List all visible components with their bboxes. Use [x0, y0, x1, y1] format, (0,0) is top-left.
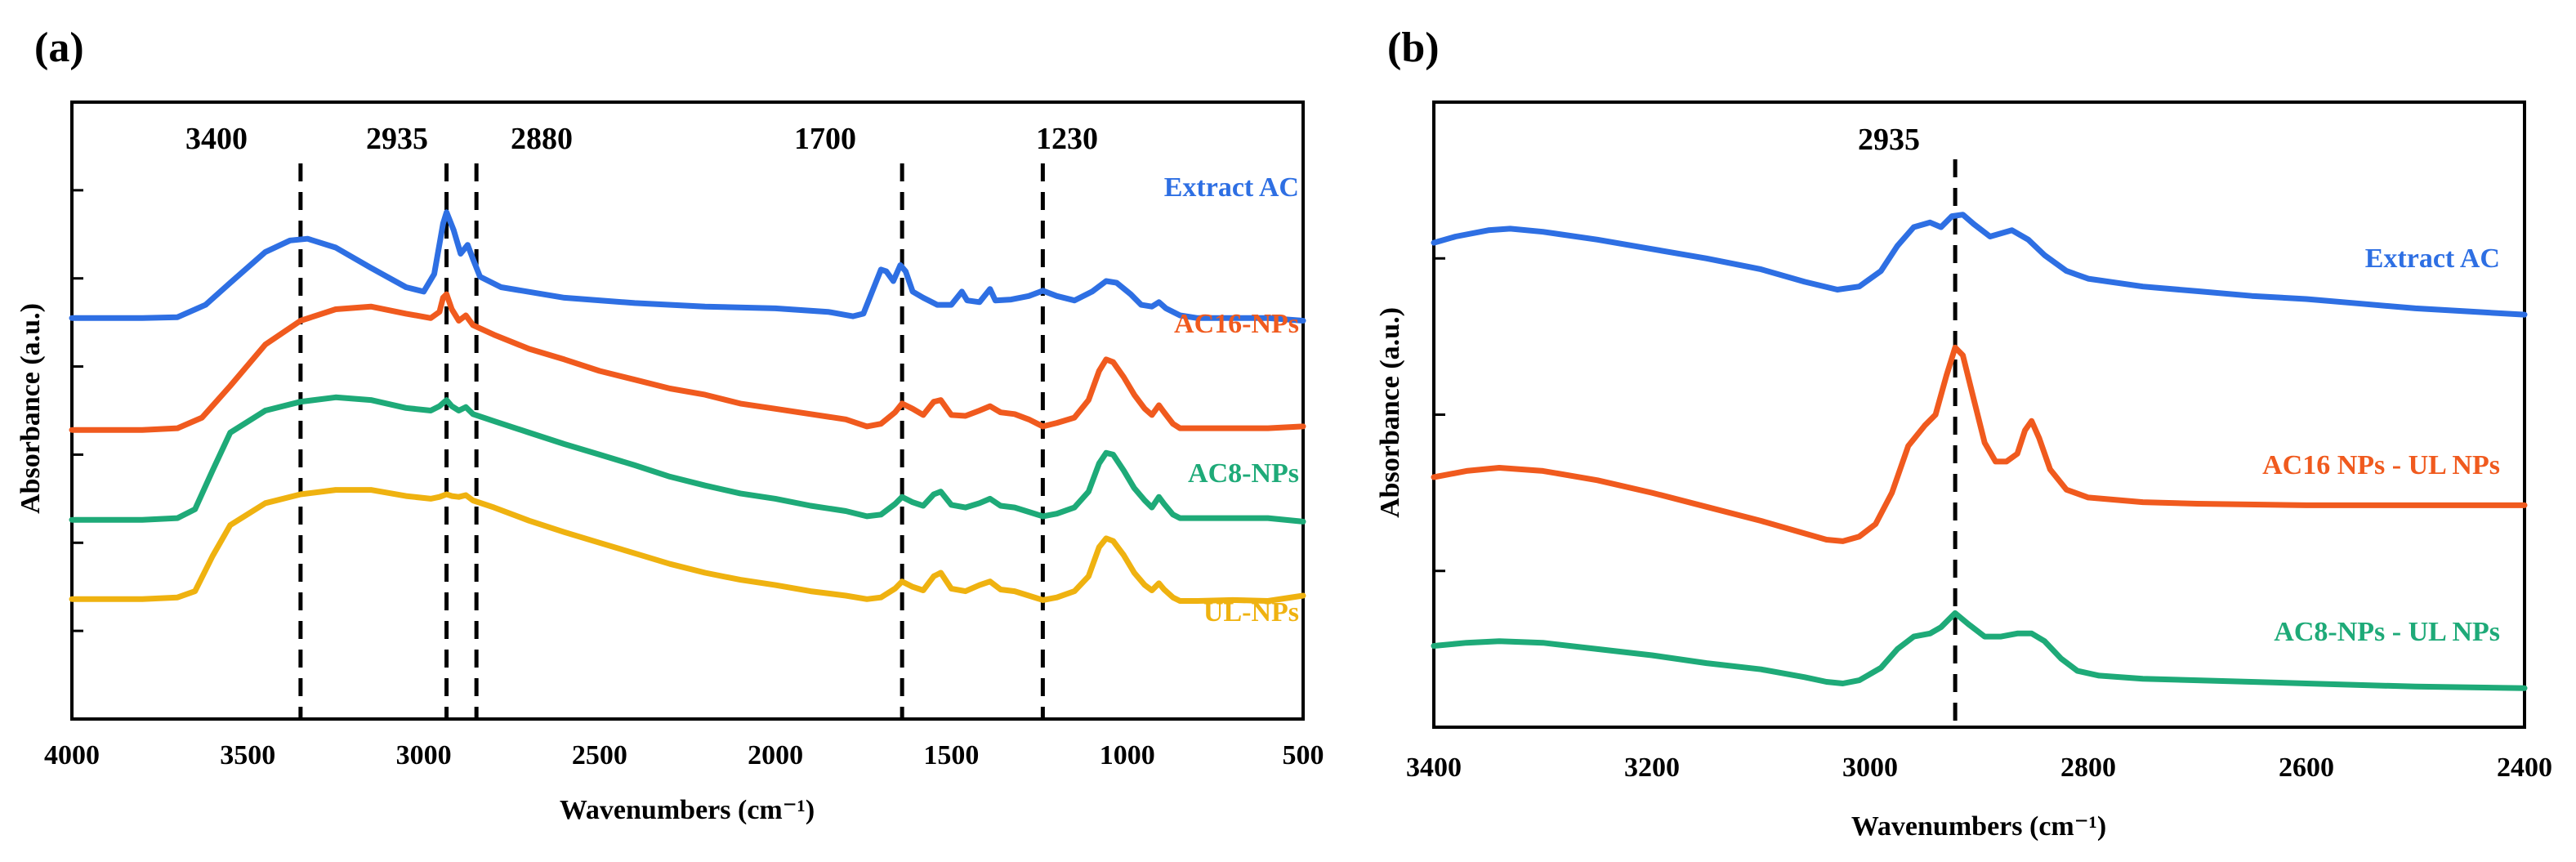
series-label-ul-nps: UL-NPs — [1203, 597, 1299, 628]
panel-a-x-tick-1000: 1000 — [1100, 740, 1155, 770]
panel-a-label: (a) — [34, 25, 84, 71]
panel-b-series — [1431, 212, 2528, 691]
panel-b-series-ac8-nps-ul-nps — [1431, 610, 2528, 691]
panel-a-series-ul-nps — [69, 487, 1306, 604]
panel-b-x-tick-2600: 2600 — [2279, 753, 2334, 783]
peak-label-3400: 3400 — [185, 122, 248, 156]
series-label-extract-ac-b: Extract AC — [2365, 243, 2500, 274]
panel-b-x-ticks: 3400 3200 3000 2800 2600 2400 — [1406, 753, 2552, 783]
panel-a-y-ticks — [72, 189, 83, 632]
series-label-ac16-nps: AC16-NPs — [1174, 309, 1299, 339]
series-label-extract-ac: Extract AC — [1164, 172, 1299, 203]
panel-b-y-axis-title: Absorbance (a.u.) — [1375, 307, 1405, 518]
panel-b-x-axis-title: Wavenumbers (cm⁻¹) — [1851, 811, 2106, 842]
panel-a-series-extract-ac — [69, 209, 1306, 324]
panel-b-x-tick-3400: 3400 — [1406, 753, 1462, 783]
panel-a-x-axis-title: Wavenumbers (cm⁻¹) — [560, 795, 815, 825]
panel-a: (a) 4000 3500 3000 2500 2000 1500 1000 500 3400… — [16, 25, 1324, 825]
panel-b-y-ticks — [1434, 257, 1445, 573]
peak-label-2935-b: 2935 — [1858, 123, 1920, 157]
panel-b-series-extract-ac — [1431, 212, 2528, 318]
panel-a-y-axis-title: Absorbance (a.u.) — [16, 303, 46, 514]
panel-a-x-tick-2500: 2500 — [572, 740, 627, 770]
series-label-ac8-minus-ul: AC8-NPs - UL NPs — [2274, 617, 2500, 647]
panel-a-x-ticks: 4000 3500 3000 2500 2000 1500 1000 500 — [44, 740, 1324, 770]
panel-a-series-ac16-nps — [69, 291, 1306, 433]
panel-b-x-tick-2400: 2400 — [2497, 753, 2552, 783]
panel-a-x-tick-1500: 1500 — [923, 740, 979, 770]
panel-a-peak-lines — [298, 163, 1045, 719]
panel-a-series-ac8-nps — [69, 394, 1306, 525]
panel-a-x-tick-3500: 3500 — [220, 740, 275, 770]
panel-a-x-tick-3000: 3000 — [396, 740, 452, 770]
panel-b-x-tick-2800: 2800 — [2060, 753, 2116, 783]
panel-b-x-tick-3000: 3000 — [1842, 753, 1898, 783]
panel-a-x-tick-2000: 2000 — [748, 740, 803, 770]
peak-label-1700: 1700 — [794, 122, 856, 156]
peak-label-1230: 1230 — [1036, 122, 1098, 156]
panel-a-plot-area — [70, 100, 1305, 721]
panel-b: (b) 3400 3200 3000 2800 2600 2400 2935 Extrac… — [1375, 25, 2552, 842]
panel-b-label: (b) — [1387, 25, 1440, 71]
peak-label-2935: 2935 — [366, 122, 428, 156]
series-label-ac16-minus-ul: AC16 NPs - UL NPs — [2262, 450, 2500, 480]
series-label-ac8-nps: AC8-NPs — [1188, 458, 1299, 489]
panel-a-x-tick-500: 500 — [1283, 740, 1324, 770]
panel-b-series-ac16-nps-ul-nps — [1431, 344, 2528, 544]
panel-a-series — [69, 209, 1306, 604]
panel-a-x-tick-4000: 4000 — [44, 740, 100, 770]
panel-b-x-tick-3200: 3200 — [1624, 753, 1680, 783]
peak-label-2880: 2880 — [511, 122, 573, 156]
